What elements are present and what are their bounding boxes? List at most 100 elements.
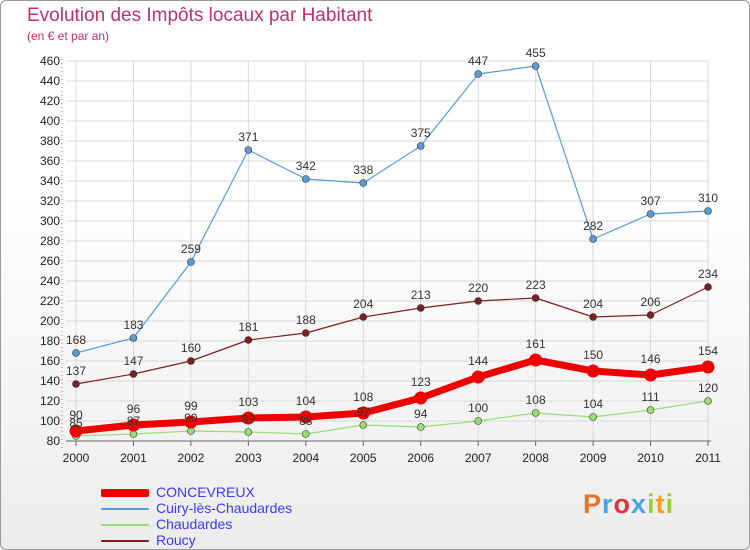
y-tick-label: 80 [47,434,61,448]
data-label: 154 [698,344,718,358]
data-label: 94 [414,407,428,421]
chart-title: Evolution des Impôts locaux par Habitant [27,5,373,26]
data-point [356,406,370,420]
y-tick-label: 460 [40,54,60,68]
data-point [244,428,253,436]
series-1 [72,62,712,357]
x-tick-label: 2009 [580,451,607,465]
data-label: 90 [184,411,198,425]
logo-letter: x [631,489,648,519]
data-label: 307 [641,194,661,208]
data-point [302,430,310,438]
data-point [474,70,482,78]
data-label: 120 [698,381,718,395]
data-label: 85 [69,416,83,430]
y-tick-label: 340 [40,174,60,188]
data-point [187,357,195,365]
data-point [187,258,195,266]
y-tick-label: 160 [40,354,60,368]
data-point [126,418,140,432]
data-point [72,349,80,357]
data-point [529,353,543,367]
data-label: 371 [238,130,258,144]
data-point [187,427,195,435]
series-2 [72,397,712,440]
legend-swatch [101,524,149,526]
data-point [531,62,540,70]
data-label: 375 [411,126,431,140]
data-label: 108 [353,390,373,404]
data-label: 204 [353,297,373,311]
data-label: 259 [181,242,201,256]
data-label: 161 [526,337,546,351]
legend-label: Chaudardes [156,516,233,532]
data-point [646,311,655,319]
data-point [129,334,138,342]
y-tick-label: 420 [40,94,60,108]
y-tick-label: 260 [40,254,60,268]
series-line [75,65,709,354]
data-point [704,397,712,405]
y-tick-label: 300 [40,214,60,228]
logo-letter: i [647,489,656,519]
data-point [704,207,712,215]
data-label: 96 [127,402,141,416]
data-label: 88 [299,414,313,428]
y-tick-label: 180 [40,334,60,348]
data-point [359,421,368,429]
x-tick-label: 2010 [637,451,664,465]
data-label: 89 [242,412,256,426]
data-label: 234 [698,267,718,281]
legend-swatch [101,540,149,542]
series-line [72,356,712,435]
legend-label: CONCEVREUX [156,484,255,500]
series-line [75,400,709,437]
data-point [646,406,655,414]
x-tick-label: 2000 [63,451,90,465]
logo-letter: o [613,489,632,519]
y-tick-label: 440 [40,74,60,88]
data-point [414,391,428,405]
logo-letter: t [655,489,666,519]
data-label: 447 [468,54,488,68]
logo-letter: P [583,489,603,519]
x-tick-label: 2004 [292,451,319,465]
data-point [184,415,198,429]
data-label: 223 [526,278,546,292]
data-point [72,380,80,388]
series-line [75,286,709,385]
data-label: 338 [353,163,373,177]
chart-subtitle: (en € et par an) [27,29,110,43]
x-tick-label: 2008 [522,451,549,465]
data-point [701,360,715,374]
data-label: 204 [583,297,603,311]
y-tick-label: 400 [40,114,60,128]
y-tick-label: 200 [40,314,60,328]
data-label: 100 [468,401,488,415]
y-tick-label: 140 [40,374,60,388]
x-tick-label: 2002 [178,451,205,465]
legend-swatch [101,489,149,497]
legend-label: Cuiry-lès-Chaudardes [156,500,293,516]
data-point [416,423,425,431]
x-tick-label: 2007 [465,451,492,465]
x-tick-label: 2001 [120,451,147,465]
data-point [244,146,253,154]
data-label: 137 [66,364,86,378]
y-tick-label: 320 [40,194,60,208]
data-label: 144 [468,354,488,368]
legend-swatch [101,508,149,510]
data-point [69,424,83,438]
data-point [129,370,138,378]
data-point [302,329,310,337]
legend-label: Roucy [156,532,196,548]
x-tick-label: 2003 [235,451,262,465]
data-label: 108 [526,393,546,407]
x-tick-label: 2011 [695,451,721,465]
data-point [474,297,482,305]
data-point [644,368,658,382]
y-tick-label: 220 [40,294,60,308]
logo-letter: r [602,489,614,519]
